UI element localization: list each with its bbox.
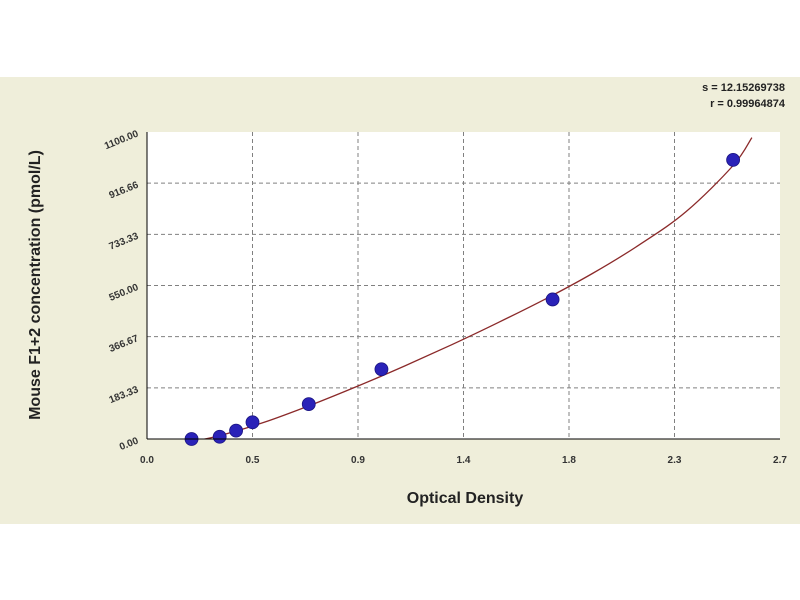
x-tick-label: 1.4 [457, 455, 471, 466]
y-tick-labels: 0.00 183.33 366.67 550.00 733.33 916.66 1100.0… [103, 128, 141, 453]
x-tick-label: 2.3 [668, 455, 682, 466]
fit-stat-r: r = 0.99964874 [710, 98, 785, 110]
y-tick-label: 916.66 [108, 180, 141, 202]
x-tick-label: 0.0 [140, 455, 154, 466]
data-point [374, 362, 389, 377]
data-point [545, 292, 560, 307]
data-point [229, 423, 243, 438]
x-axis-title: Optical Density [407, 490, 524, 507]
data-point [212, 429, 227, 444]
data-point [301, 397, 316, 412]
x-tick-label: 2.7 [773, 455, 787, 466]
x-tick-label: 0.5 [246, 455, 260, 466]
y-tick-label: 550.00 [108, 282, 141, 304]
fit-curve [201, 137, 753, 439]
y-axis-title: Mouse F1+2 concentration (pmol/L) [27, 150, 44, 420]
y-tick-label: 733.33 [108, 231, 141, 253]
fit-stat-s: s = 12.15269738 [702, 82, 785, 94]
x-tick-labels: 0.0 0.5 0.9 1.4 1.8 2.3 2.7 [140, 455, 787, 466]
fit-statistics: s = 12.15269738 r = 0.99964874 [640, 80, 785, 112]
data-points [184, 153, 741, 446]
data-point [245, 415, 260, 430]
data-point [726, 153, 741, 167]
grid-lines [147, 132, 780, 439]
x-tick-label: 0.9 [351, 455, 365, 466]
y-tick-label: 183.33 [108, 384, 141, 406]
y-tick-label: 366.67 [108, 333, 141, 355]
y-tick-label: 1100.00 [103, 128, 141, 152]
y-tick-label: 0.00 [118, 435, 141, 453]
x-tick-label: 1.8 [562, 455, 576, 466]
